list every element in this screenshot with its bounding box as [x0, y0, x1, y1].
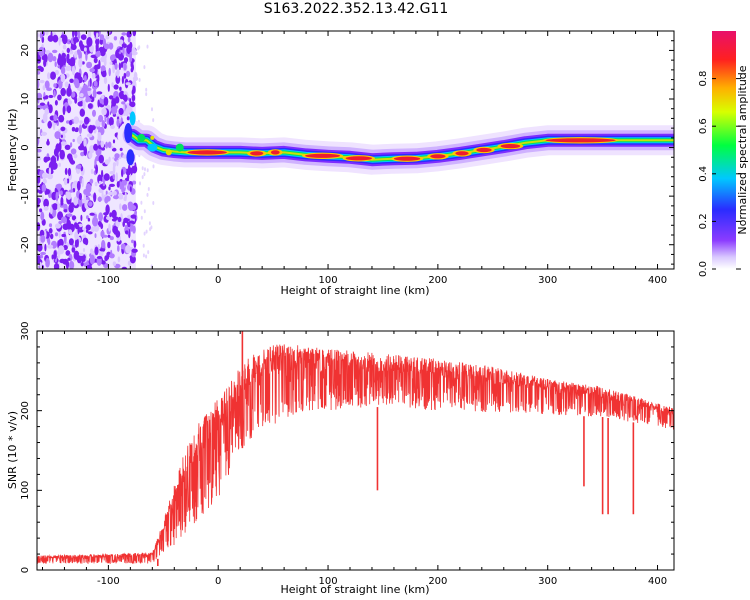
- snr-plot-area: [37, 331, 674, 567]
- chart-title: S163.2022.352.13.42.G11: [263, 1, 449, 17]
- colorbar-tick-label: 0.0: [698, 261, 709, 277]
- colorbar: 0.0 0.2 0.4 0.6 0.8 Normalized spectral ampl…: [698, 31, 749, 277]
- snr-series-line: [37, 344, 674, 565]
- spectrogram-xtick-label: 0: [215, 275, 221, 286]
- snr-xtick-label: 100: [318, 576, 337, 587]
- colorbar-tick-label: 0.4: [698, 166, 709, 182]
- spectrogram-frame: [36, 30, 675, 270]
- spectrogram-xtick-label: 400: [648, 275, 667, 286]
- colorbar-ticks: 0.0 0.2 0.4 0.6 0.8: [698, 71, 741, 277]
- spectrogram-x-label: Height of straight line (km): [280, 284, 429, 297]
- colorbar-tick-label: 0.8: [698, 71, 709, 87]
- snr-ytick-label: 0: [20, 567, 31, 573]
- snr-frame: [36, 330, 675, 571]
- spectrogram-xtick-label: 200: [428, 275, 447, 286]
- onset-blobs: [124, 111, 184, 166]
- snr-xtick-label: -100: [97, 576, 120, 587]
- spectrogram-xtick-label: 100: [318, 275, 337, 286]
- spectrogram-ytick-label: 10: [20, 93, 31, 106]
- snr-x-label: Height of straight line (km): [280, 583, 429, 596]
- snr-xtick-label: 300: [538, 576, 557, 587]
- snr-ytick-label: 300: [20, 321, 31, 340]
- ridge-cores: [184, 137, 619, 162]
- colorbar-gradient: [712, 31, 736, 269]
- snr-ytick-label: 200: [20, 401, 31, 420]
- snr-panel: -100 0 100 200 300 400 0 100 200 300 Height of st…: [6, 321, 675, 596]
- snr-ytick-label: 100: [20, 481, 31, 500]
- spectrogram-xtick-label: 300: [538, 275, 557, 286]
- snr-y-label: SNR (10 * v/v): [6, 411, 19, 489]
- spectrogram-y-label: Frequency (Hz): [6, 109, 19, 192]
- spectrogram-xtick-label: -100: [97, 275, 120, 286]
- spectrogram-ytick-label: -20: [20, 237, 31, 253]
- spectrogram-ytick-label: 0: [20, 144, 31, 150]
- snr-xtick-label: 400: [648, 576, 667, 587]
- snr-axes: -100 0 100 200 300 400 0 100 200 300: [20, 321, 674, 587]
- spectrogram-ytick-label: -10: [20, 188, 31, 204]
- colorbar-label: Normalized spectral amplitude: [736, 65, 749, 234]
- spectrogram-plot-area: [37, 31, 674, 269]
- snr-xtick-label: 200: [428, 576, 447, 587]
- colorbar-tick-label: 0.2: [698, 213, 709, 229]
- spectrogram-ytick-label: 20: [20, 44, 31, 57]
- snr-xtick-label: 0: [215, 576, 221, 587]
- noise-speckle: [37, 31, 155, 269]
- colorbar-tick-label: 0.6: [698, 118, 709, 134]
